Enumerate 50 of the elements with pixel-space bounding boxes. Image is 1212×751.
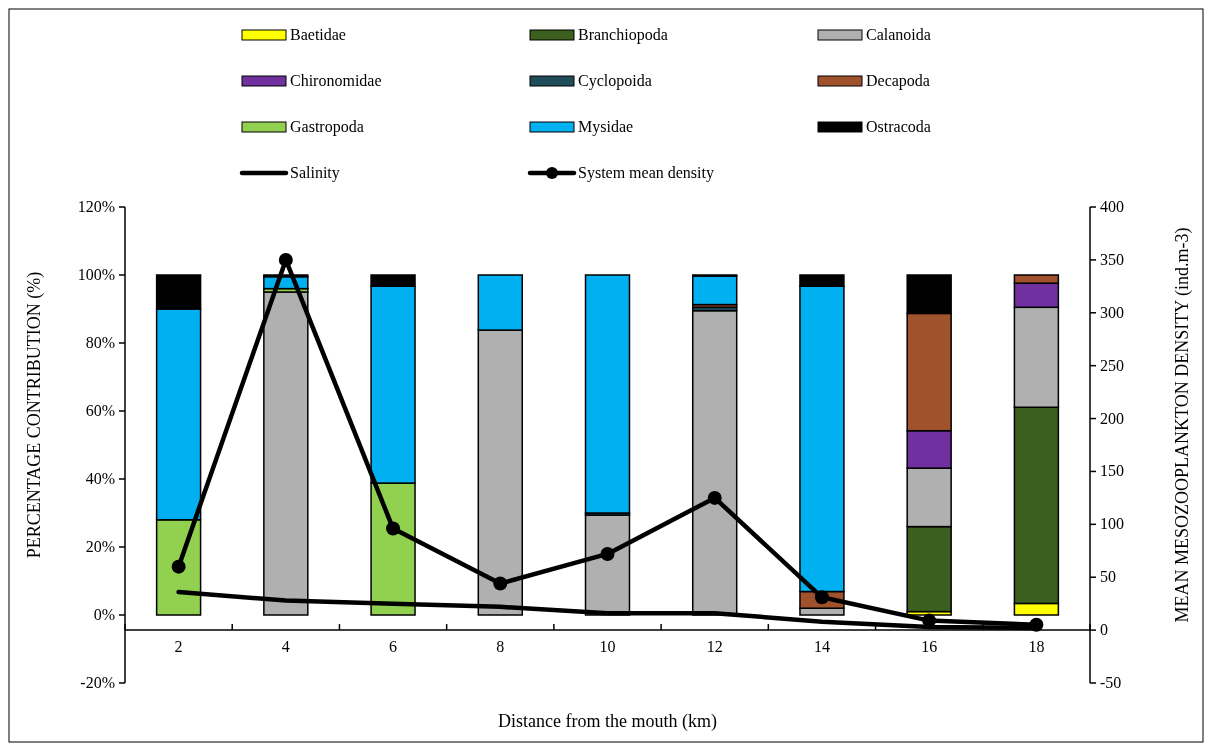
y-tick-label: 100% (77, 266, 115, 283)
y-tick-label: 20% (85, 538, 115, 555)
point (386, 521, 401, 536)
legend-label: Calanoida (866, 26, 931, 43)
legend-label: Salinity (290, 164, 340, 182)
y-tick-label: 120% (77, 198, 115, 215)
y2-tick-label: 300 (1100, 303, 1124, 321)
x-tick-label: 14 (813, 638, 830, 656)
legend-label: Mysidae (578, 118, 634, 136)
y2-tick-label: 400 (1100, 198, 1124, 215)
legend-label: Ostracoda (866, 118, 931, 135)
y-tick-label: 40% (85, 470, 115, 487)
x-tick-label: 4 (281, 638, 290, 656)
y2-tick-label: 100 (1100, 515, 1124, 533)
y2-axis-title: MEAN MESOZOOPLANKTON DENSITY (ind.m-3) (1172, 227, 1193, 623)
x-tick-label: 18 (1028, 638, 1045, 656)
y2-tick-label: 200 (1100, 409, 1124, 427)
y-axis-title: PERCENTAGE CONTRIBUTION (%) (24, 271, 45, 559)
y-tick-label: 80% (85, 334, 115, 351)
x-tick-label: 16 (921, 638, 938, 656)
y2-tick-label: 150 (1100, 462, 1124, 480)
y2-tick-label: 0 (1100, 621, 1108, 639)
legend-label: Cyclopoida (578, 72, 652, 90)
x-axis-title: Distance from the mouth (km) (498, 711, 717, 732)
legend-label: System mean density (578, 164, 714, 182)
y2-tick-label: -50 (1100, 674, 1122, 691)
point (1029, 617, 1044, 632)
point (600, 546, 615, 561)
point (493, 576, 508, 591)
y-tick-label: 60% (85, 402, 115, 419)
legend-label: Branchiopoda (578, 26, 668, 44)
y-tick-label: 0% (93, 606, 115, 623)
point (171, 559, 186, 574)
legend-label: Chironomidae (290, 72, 382, 89)
legend-label: Gastropoda (290, 118, 364, 136)
y-tick-label: -20% (80, 674, 115, 691)
x-tick-label: 8 (496, 638, 505, 656)
point (707, 490, 722, 505)
y2-tick-label: 350 (1100, 250, 1124, 268)
y2-tick-label: 250 (1100, 356, 1124, 374)
legend-label: Decapoda (866, 72, 930, 90)
bar (584, 274, 631, 514)
bar (691, 275, 738, 306)
x-tick-label: 2 (174, 638, 183, 656)
x-tick-label: 6 (389, 638, 398, 656)
x-tick-label: 10 (599, 638, 616, 656)
legend-label: Baetidae (290, 26, 346, 43)
point (278, 252, 293, 267)
x-tick-label: 12 (706, 638, 723, 656)
y2-tick-label: 50 (1100, 568, 1116, 586)
